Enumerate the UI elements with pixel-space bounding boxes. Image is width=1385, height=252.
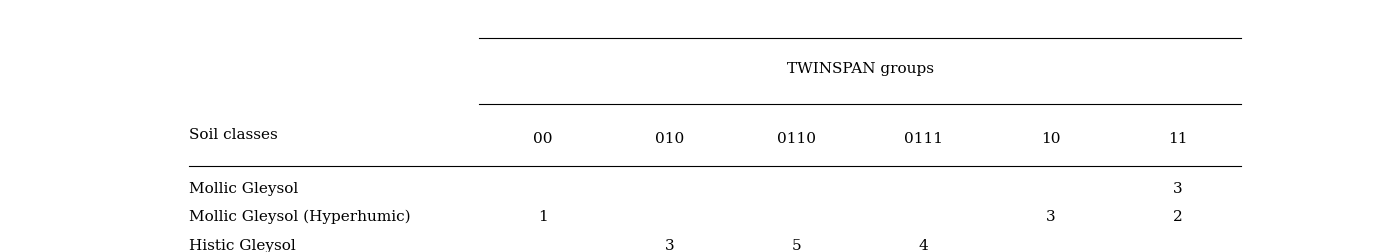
Text: 3: 3 [1173, 182, 1183, 196]
Text: 5: 5 [792, 239, 802, 252]
Text: 2: 2 [1173, 209, 1183, 224]
Text: Mollic Gleysol (Hyperhumic): Mollic Gleysol (Hyperhumic) [190, 209, 411, 224]
Text: 10: 10 [1042, 132, 1061, 146]
Text: 0110: 0110 [777, 132, 816, 146]
Text: 0111: 0111 [904, 132, 943, 146]
Text: Histic Gleysol: Histic Gleysol [190, 239, 296, 252]
Text: 1: 1 [537, 209, 547, 224]
Text: 4: 4 [918, 239, 928, 252]
Text: 3: 3 [665, 239, 674, 252]
Text: Soil classes: Soil classes [190, 128, 278, 142]
Text: TWINSPAN groups: TWINSPAN groups [787, 62, 933, 76]
Text: 00: 00 [533, 132, 553, 146]
Text: Mollic Gleysol: Mollic Gleysol [190, 182, 299, 196]
Text: 010: 010 [655, 132, 684, 146]
Text: 11: 11 [1168, 132, 1187, 146]
Text: 3: 3 [1046, 209, 1055, 224]
